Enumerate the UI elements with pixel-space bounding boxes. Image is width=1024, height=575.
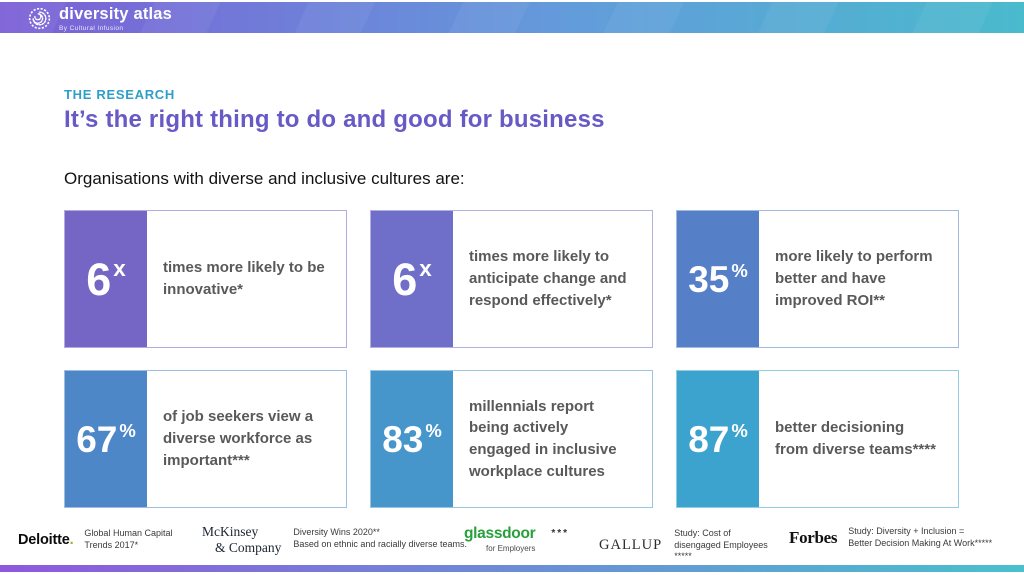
glassdoor-citation-stars: *** xyxy=(551,528,570,539)
stat-card-better-decisioning: 87% better decisioning from diverse team… xyxy=(676,370,959,508)
stat-suffix: % xyxy=(731,259,748,281)
glassdoor-logo-block: glassdoor for Employers xyxy=(464,525,536,553)
brand: diversity atlas By Cultural Infusion xyxy=(28,6,172,32)
source-gallup: GALLUP Study: Cost of disengaged Employe… xyxy=(599,528,776,563)
stat-value: 83% xyxy=(382,418,442,460)
stat-value: 67% xyxy=(76,418,136,460)
stat-card-improved-roi: 35% more likely to perform better and ha… xyxy=(676,210,959,348)
subtitle: Organisations with diverse and inclusive… xyxy=(64,169,465,188)
source-glassdoor: glassdoor for Employers *** xyxy=(464,526,569,553)
stat-value-block: 67% xyxy=(65,371,147,507)
deloitte-logo: Deloitte. xyxy=(18,531,74,548)
stat-suffix: % xyxy=(119,419,136,441)
stat-value-block: 83% xyxy=(371,371,453,507)
bottom-gradient-bar xyxy=(0,565,1024,572)
sources-footer: Deloitte. Global Human Capital Trends 20… xyxy=(0,520,1024,562)
page-title: It’s the right thing to do and good for … xyxy=(64,106,605,133)
eyebrow: THE RESEARCH xyxy=(64,87,175,102)
stat-card-job-seekers: 67% of job seekers view a diverse workfo… xyxy=(64,370,347,508)
glassdoor-sub-label: for Employers xyxy=(486,543,536,553)
mckinsey-logo: McKinsey & Company xyxy=(202,524,282,555)
brand-text: diversity atlas By Cultural Infusion xyxy=(59,6,172,32)
stat-value-block: 35% xyxy=(677,211,759,347)
stat-value-block: 87% xyxy=(677,371,759,507)
stat-suffix: % xyxy=(425,419,442,441)
stat-suffix: % xyxy=(731,419,748,441)
header-bar: diversity atlas By Cultural Infusion xyxy=(0,2,1024,33)
deloitte-dot: . xyxy=(69,531,74,548)
source-forbes: Forbes Study: Diversity + Inclusion = Be… xyxy=(789,526,992,549)
brand-name: diversity atlas xyxy=(59,5,173,23)
stat-description: times more likely to be innovative* xyxy=(163,259,325,298)
diversity-atlas-logo-icon xyxy=(28,7,51,30)
gallup-citation: Study: Cost of disengaged Employees ****… xyxy=(674,528,768,562)
forbes-citation: Study: Diversity + Inclusion = Better De… xyxy=(848,526,993,548)
stat-value: 35% xyxy=(688,258,748,300)
stat-description: times more likely to anticipate change a… xyxy=(469,248,627,309)
brand-tagline: By Cultural Infusion xyxy=(59,24,124,32)
stat-value: 87% xyxy=(688,418,748,460)
mckinsey-citation: Diversity Wins 2020** Based on ethnic an… xyxy=(293,527,467,549)
gallup-logo: GALLUP xyxy=(599,537,663,554)
stat-description: better decisioning from diverse teams***… xyxy=(775,419,936,458)
stat-description: millennials report being actively engage… xyxy=(469,397,617,480)
stat-description: of job seekers view a diverse workforce … xyxy=(163,408,314,469)
stat-description: more likely to perform better and have i… xyxy=(775,248,933,309)
deloitte-citation: Global Human Capital Trends 2017* xyxy=(84,528,173,550)
source-deloitte: Deloitte. Global Human Capital Trends 20… xyxy=(18,528,184,551)
glassdoor-logo: glassdoor xyxy=(464,525,536,542)
forbes-logo: Forbes xyxy=(789,527,838,547)
stat-suffix: x xyxy=(113,255,126,281)
source-mckinsey: McKinsey & Company Diversity Wins 2020**… xyxy=(202,524,467,555)
stat-card-millennials-engaged: 83% millennials report being actively en… xyxy=(370,370,653,508)
stat-suffix: x xyxy=(419,255,432,281)
